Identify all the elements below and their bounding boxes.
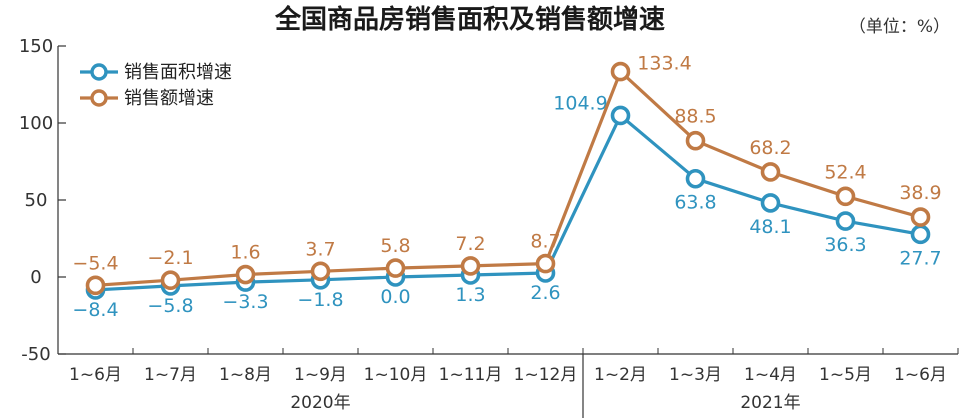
data-label: −5.8 [147,295,193,317]
data-label: 7.2 [455,233,485,255]
data-label: 104.9 [553,92,607,114]
data-point [910,224,931,245]
data-point [85,275,106,296]
legend-marker [90,89,108,107]
data-point [685,130,706,151]
x-tick-label: 1~6月 [69,365,122,385]
data-label: 38.9 [899,182,941,204]
series-amount-line: −5.4 −2.1 1.6 3.7 5.8 7.2 8.7 133.4 88.5 68.2 52.4… [72,53,942,296]
x-tick-label: 1~6月 [894,365,947,385]
data-label: 27.7 [899,247,941,269]
data-label: 88.5 [674,106,716,128]
data-point [385,258,406,278]
data-point [835,211,856,231]
data-label: −5.4 [72,252,118,274]
data-point [685,168,706,189]
data-label: 0.0 [380,286,410,308]
x-tick-label: 1~7月 [144,365,197,385]
unit-label: （单位：%） [849,17,950,37]
data-point [460,256,481,276]
x-tick-label: 1~4月 [744,365,797,385]
y-tick-label: 150 [19,36,53,57]
data-label: 8.7 [530,231,560,253]
x-tick-label: 1~9月 [294,365,347,385]
data-point [910,207,931,227]
data-point [760,162,781,182]
y-tick-label: -50 [21,344,50,365]
data-point [535,253,556,274]
data-label: −2.1 [147,247,193,269]
data-point [310,261,331,282]
year-labels: 2020年 2021年 [290,393,800,413]
data-point [760,193,781,213]
data-label: −3.3 [222,291,268,313]
y-tick-label: 0 [30,267,41,288]
data-label: 2.6 [530,282,560,304]
data-label: 133.4 [637,53,691,75]
x-tick-label: 1~10月 [364,365,428,385]
x-tick-label: 1~3月 [669,365,722,385]
data-label: 1.6 [230,242,260,264]
x-tick-label: 1~8月 [219,365,272,385]
data-point [610,61,631,82]
legend-marker [90,63,108,81]
series-area-line: −8.4 −5.8 −3.3 −1.8 0.0 1.3 2.6 104.9 63.8 48.1 36… [72,92,941,320]
data-label: 48.1 [749,216,791,238]
y-tick-label: 50 [25,190,48,211]
year-label: 2020年 [290,393,350,413]
data-label: 68.2 [749,137,791,159]
data-point [160,270,181,291]
x-tick-label: 1~11月 [439,365,503,385]
x-tick-label: 1~12月 [514,365,578,385]
x-tick-label: 1~5月 [819,365,872,385]
y-tick-label: 100 [19,113,53,134]
legend-label: 销售面积增速 [124,62,232,83]
data-label: 3.7 [305,238,335,260]
series-area-path [95,113,921,292]
data-point [235,264,256,285]
series-amount-path [95,69,921,287]
y-tick-labels: -50 0 50 100 150 [19,36,53,365]
legend-label: 销售额增速 [124,88,214,109]
data-label: −8.4 [72,299,118,321]
x-tick-label: 1~2月 [594,365,647,385]
data-label: 63.8 [674,192,716,214]
data-point [835,186,856,207]
data-label: 36.3 [824,234,866,256]
x-tick-labels: 1~6月 1~7月 1~8月 1~9月 1~10月 1~11月 1~12月 1~2月 1~3月 1… [69,365,947,385]
data-label: 5.8 [380,235,410,257]
axes [57,45,959,418]
data-label: 52.4 [824,161,866,183]
data-label: 1.3 [455,284,485,306]
data-point [610,105,631,126]
year-label: 2021年 [740,393,800,413]
data-label: −1.8 [297,289,343,311]
chart-title: 全国商品房销售面积及销售额增速 [274,4,665,35]
